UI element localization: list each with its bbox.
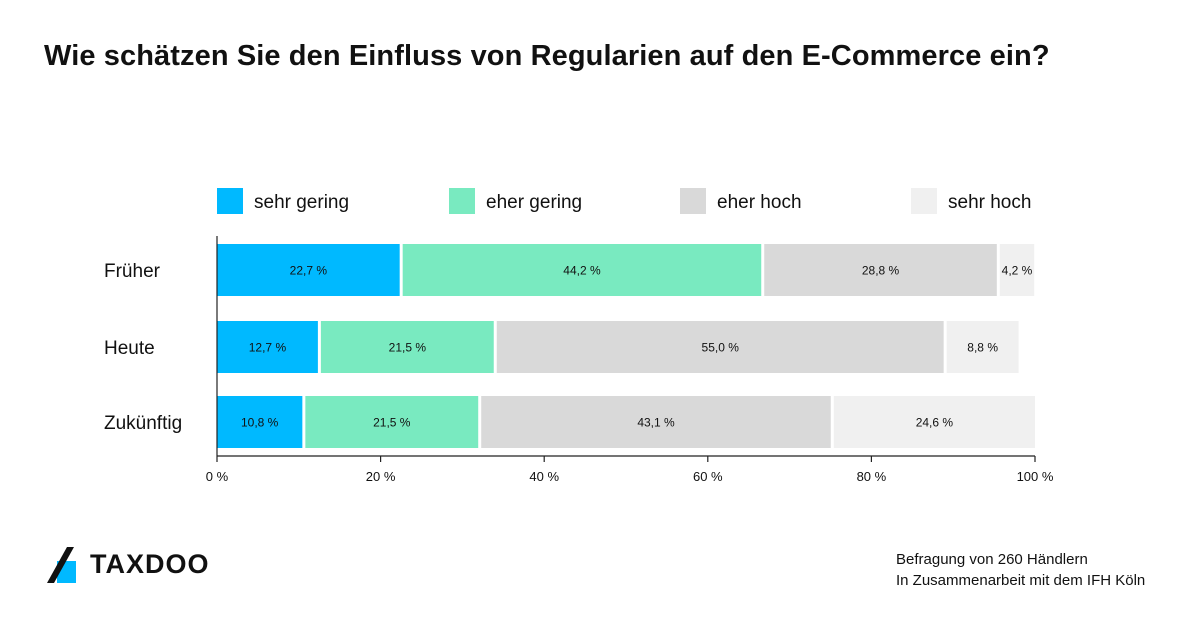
bar-segment-3-2 xyxy=(305,396,479,448)
x-tick-label-5: 80 % xyxy=(857,469,887,484)
x-tick-label-2: 20 % xyxy=(366,469,396,484)
source-note-line-2: In Zusammenarbeit mit dem IFH Köln xyxy=(896,572,1146,589)
data-label-2-4: 8,8 % xyxy=(967,341,998,355)
legend-swatch-3 xyxy=(680,188,706,214)
legend-swatch-2 xyxy=(449,188,475,214)
legend-swatch-4 xyxy=(911,188,937,214)
data-label-3-4: 24,6 % xyxy=(916,416,954,430)
data-label-2-2: 21,5 % xyxy=(389,341,427,355)
data-label-1-2: 44,2 % xyxy=(563,264,601,278)
chart-title: Wie schätzen Sie den Einfluss von Regula… xyxy=(44,40,1050,72)
data-label-1-4: 4,2 % xyxy=(1002,264,1033,278)
data-label-2-3: 55,0 % xyxy=(702,341,740,355)
taxdoo-logo: TAXDOO xyxy=(44,547,244,583)
bar-segment-2-3 xyxy=(496,321,944,373)
legend-label-3: eher hoch xyxy=(717,192,802,213)
source-note-line-1: Befragung von 260 Händlern xyxy=(896,551,1088,568)
legend-label-1: sehr gering xyxy=(254,192,349,213)
taxdoo-logo-icon xyxy=(47,547,76,583)
x-tick-label-1: 0 % xyxy=(206,469,229,484)
data-label-3-1: 10,8 % xyxy=(241,416,279,430)
bar-segment-2-2 xyxy=(320,321,494,373)
bar-segment-3-4 xyxy=(833,396,1035,448)
data-label-2-1: 12,7 % xyxy=(249,341,287,355)
category-label-2: Heute xyxy=(104,338,155,359)
bar-segment-1-2 xyxy=(402,244,762,296)
data-label-3-2: 21,5 % xyxy=(373,416,411,430)
bar-segment-3-1 xyxy=(217,396,303,448)
x-tick-label-6: 100 % xyxy=(1017,469,1054,484)
x-tick-label-4: 60 % xyxy=(693,469,723,484)
legend-label-2: eher gering xyxy=(486,192,582,213)
category-label-3: Zukünftig xyxy=(104,413,182,434)
data-label-3-3: 43,1 % xyxy=(637,416,675,430)
bar-segment-2-1 xyxy=(217,321,318,373)
x-tick-label-3: 40 % xyxy=(529,469,559,484)
bar-segment-1-3 xyxy=(764,244,997,296)
category-label-1: Früher xyxy=(104,261,161,282)
data-label-1-3: 28,8 % xyxy=(862,264,900,278)
bar-segment-2-4 xyxy=(946,321,1019,373)
legend-label-4: sehr hoch xyxy=(948,192,1031,213)
bar-segment-1-1 xyxy=(217,244,400,296)
legend-swatch-1 xyxy=(217,188,243,214)
bar-segment-3-3 xyxy=(481,396,831,448)
bar-segment-1-4 xyxy=(999,244,1035,296)
source-note: Befragung von 260 Händlern In Zusammenar… xyxy=(896,549,1145,591)
data-label-1-1: 22,7 % xyxy=(290,264,328,278)
taxdoo-logo-text: TAXDOO xyxy=(90,549,210,579)
